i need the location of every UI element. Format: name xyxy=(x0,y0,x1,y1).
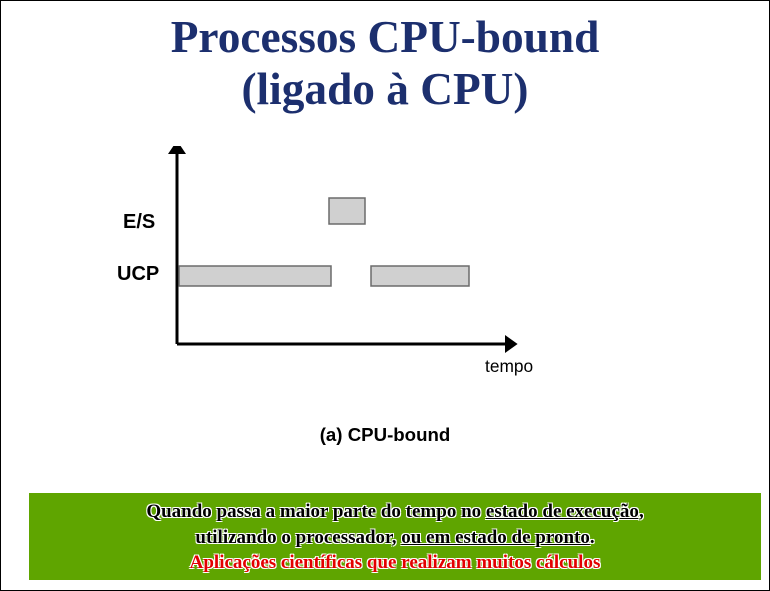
footer-line-2: utilizando o processador, ou em estado d… xyxy=(37,525,753,551)
chart-container: E/S UCP tempo (a) CPU-bound xyxy=(105,146,665,426)
footer-highlight-box: Quando passa a maior parte do tempo no e… xyxy=(29,493,761,580)
x-axis-label-tempo: tempo xyxy=(485,356,533,377)
slide: Processos CPU-bound (ligado à CPU) E/S U… xyxy=(0,0,770,591)
footer-line-1: Quando passa a maior parte do tempo no e… xyxy=(37,499,753,525)
y-axis-label-ucp: UCP xyxy=(117,263,159,286)
footer-line-3: Aplicações científicas que realizam muit… xyxy=(37,550,753,576)
footer-line-2-pre: utilizando o processador, xyxy=(195,527,401,548)
footer-line-2-underline: ou em estado de pronto xyxy=(401,527,590,548)
y-axis-label-es: E/S xyxy=(123,211,155,234)
slide-title: Processos CPU-bound (ligado à CPU) xyxy=(1,11,769,115)
footer-line-1-pre: Quando passa a maior parte do tempo no xyxy=(146,501,486,522)
footer-line-1-underline: estado de execução xyxy=(486,501,639,522)
title-line-1: Processos CPU-bound xyxy=(1,11,769,63)
footer-line-2-post: . xyxy=(590,527,595,548)
title-line-2: (ligado à CPU) xyxy=(1,63,769,115)
chart-caption: (a) CPU-bound xyxy=(105,424,665,446)
footer-line-1-post: , xyxy=(639,501,644,522)
chart-svg xyxy=(105,146,665,366)
